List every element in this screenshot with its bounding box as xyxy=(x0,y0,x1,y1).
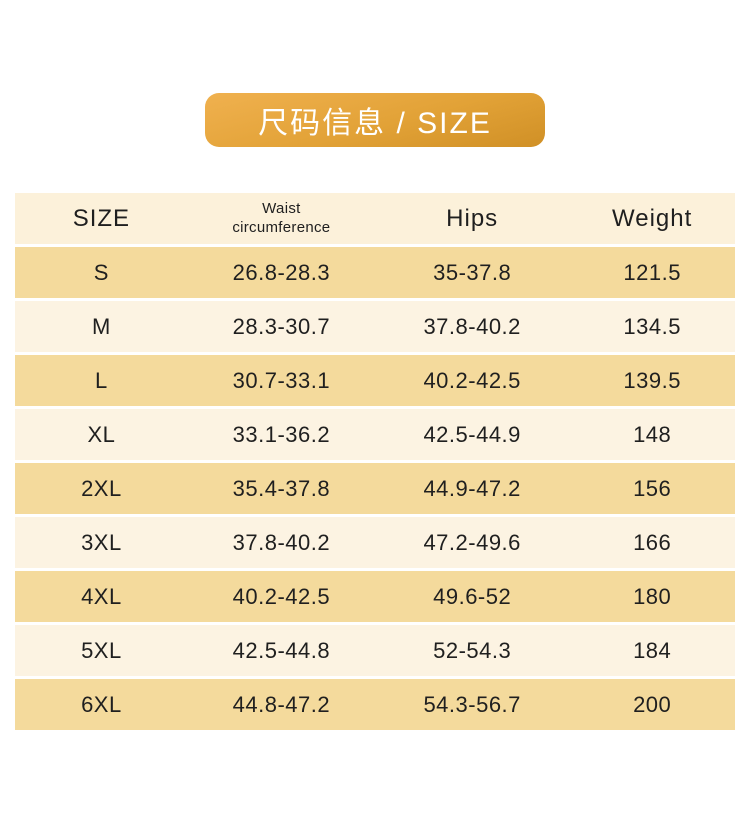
cell-hips: 44.9-47.2 xyxy=(423,475,521,501)
table-row-xl: XL 33.1-36.2 42.5-44.9 148 xyxy=(15,409,735,460)
cell-size: 6XL xyxy=(81,691,122,717)
header-waist-circumference: Waist circumference xyxy=(232,199,331,236)
cell-waist: 35.4-37.8 xyxy=(232,475,331,501)
size-info-badge-label: 尺码信息 / SIZE xyxy=(258,107,492,140)
header-hips: Hips xyxy=(446,204,499,232)
cell-weight: 166 xyxy=(633,529,672,555)
cell-waist: 37.8-40.2 xyxy=(232,529,331,555)
size-info-badge: 尺码信息 / SIZE xyxy=(205,93,545,147)
table-row-4xl: 4XL 40.2-42.5 49.6-52 180 xyxy=(15,571,735,622)
cell-size: XL xyxy=(87,421,116,447)
cell-weight: 180 xyxy=(633,583,672,609)
cell-hips: 54.3-56.7 xyxy=(423,691,521,717)
cell-weight: 184 xyxy=(633,637,672,663)
cell-size: 2XL xyxy=(81,475,122,501)
header-weight: Weight xyxy=(612,204,693,232)
cell-waist: 44.8-47.2 xyxy=(232,691,331,717)
cell-waist: 42.5-44.8 xyxy=(232,637,331,663)
cell-weight: 139.5 xyxy=(623,367,681,393)
cell-weight: 200 xyxy=(633,691,672,717)
cell-waist: 26.8-28.3 xyxy=(232,259,331,285)
table-row-l: L 30.7-33.1 40.2-42.5 139.5 xyxy=(15,355,735,406)
cell-hips: 37.8-40.2 xyxy=(423,313,521,339)
cell-hips: 52-54.3 xyxy=(433,637,512,663)
cell-waist: 40.2-42.5 xyxy=(232,583,331,609)
cell-hips: 35-37.8 xyxy=(433,259,512,285)
header-size: SIZE xyxy=(72,204,131,232)
cell-hips: 49.6-52 xyxy=(433,583,512,609)
cell-waist: 33.1-36.2 xyxy=(232,421,331,447)
cell-size: M xyxy=(91,313,111,339)
cell-size: 4XL xyxy=(81,583,122,609)
cell-size: S xyxy=(93,259,109,285)
table-row-5xl: 5XL 42.5-44.8 52-54.3 184 xyxy=(15,625,735,676)
size-chart-table: SIZE Waist circumference Hips Weight S 2… xyxy=(15,193,735,730)
cell-hips: 47.2-49.6 xyxy=(423,529,521,555)
table-row-m: M 28.3-30.7 37.8-40.2 134.5 xyxy=(15,301,735,352)
cell-size: L xyxy=(95,367,108,393)
cell-hips: 40.2-42.5 xyxy=(423,367,521,393)
table-row-2xl: 2XL 35.4-37.8 44.9-47.2 156 xyxy=(15,463,735,514)
table-row-s: S 26.8-28.3 35-37.8 121.5 xyxy=(15,247,735,298)
cell-weight: 121.5 xyxy=(623,259,681,285)
table-row-3xl: 3XL 37.8-40.2 47.2-49.6 166 xyxy=(15,517,735,568)
cell-waist: 28.3-30.7 xyxy=(232,313,331,339)
table-header-row: SIZE Waist circumference Hips Weight xyxy=(15,193,735,244)
cell-weight: 156 xyxy=(633,475,672,501)
table-row-6xl: 6XL 44.8-47.2 54.3-56.7 200 xyxy=(15,679,735,730)
cell-hips: 42.5-44.9 xyxy=(423,421,521,447)
cell-size: 5XL xyxy=(81,637,122,663)
cell-waist: 30.7-33.1 xyxy=(232,367,331,393)
cell-weight: 134.5 xyxy=(623,313,681,339)
cell-size: 3XL xyxy=(81,529,122,555)
cell-weight: 148 xyxy=(633,421,672,447)
